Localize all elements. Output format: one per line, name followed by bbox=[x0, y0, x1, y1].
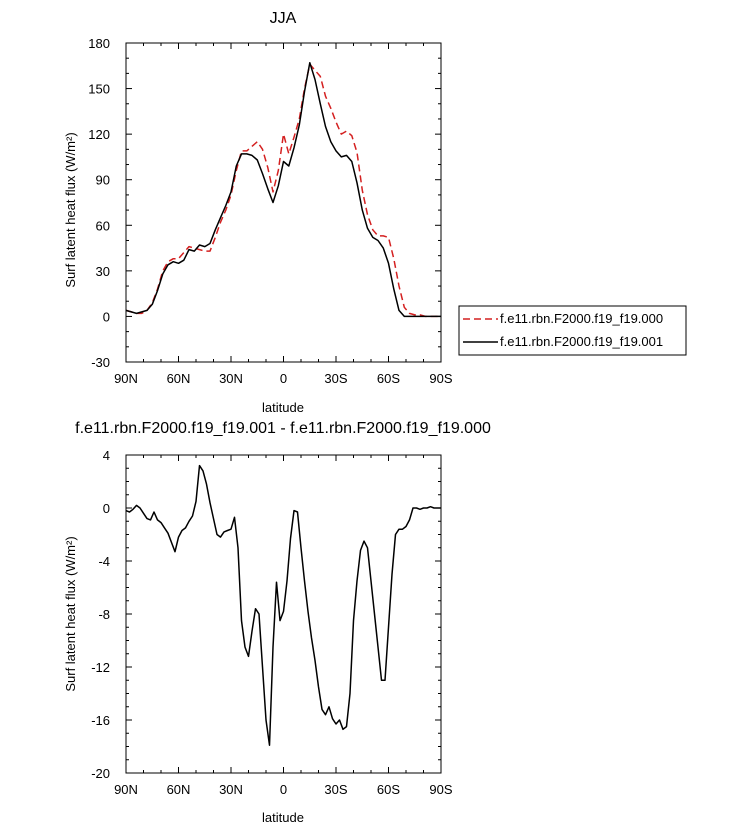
x-tick-label: 60N bbox=[167, 782, 191, 797]
x-tick-label: 90N bbox=[114, 782, 138, 797]
x-tick-label: 30S bbox=[324, 782, 347, 797]
y-tick-label: 150 bbox=[88, 82, 110, 97]
y-axis-label: Surf latent heat flux (W/m²) bbox=[63, 132, 78, 287]
y-tick-label: 4 bbox=[103, 448, 110, 463]
plot-area: 90N 60N 30N 0 30S 60S 90S -20 -16 -12 -8 -4 0 4 bbox=[91, 448, 453, 797]
chart-title: JJA bbox=[270, 10, 297, 27]
legend-label: f.e11.rbn.F2000.f19_f19.000 bbox=[500, 311, 663, 326]
x-axis-label: latitude bbox=[262, 400, 304, 415]
legend-entry: f.e11.rbn.F2000.f19_f19.000 bbox=[463, 311, 663, 326]
legend: f.e11.rbn.F2000.f19_f19.000 f.e11.rbn.F2… bbox=[458, 305, 687, 356]
x-tick-label: 60S bbox=[377, 782, 400, 797]
x-tick-label: 30N bbox=[219, 371, 243, 386]
y-tick-label: 30 bbox=[96, 264, 110, 279]
x-tick-label: 30N bbox=[219, 782, 243, 797]
y-tick-label: -20 bbox=[91, 766, 110, 781]
x-tick-label: 0 bbox=[280, 371, 287, 386]
y-tick-label: -30 bbox=[91, 355, 110, 370]
y-tick-label: -4 bbox=[98, 554, 110, 569]
y-tick-label: 0 bbox=[103, 309, 110, 324]
chart-title: f.e11.rbn.F2000.f19_f19.001 - f.e11.rbn.… bbox=[75, 420, 491, 437]
x-tick-label: 90N bbox=[114, 371, 138, 386]
y-tick-label: 0 bbox=[103, 501, 110, 516]
x-tick-label: 30S bbox=[324, 371, 347, 386]
y-tick-label: -12 bbox=[91, 660, 110, 675]
legend-box bbox=[458, 305, 687, 356]
plot-frame bbox=[125, 42, 442, 363]
y-tick-label: 120 bbox=[88, 127, 110, 142]
y-tick-label: -16 bbox=[91, 713, 110, 728]
y-tick-label: 90 bbox=[96, 173, 110, 188]
chart-jja: JJA 90N 60N 30N 0 30S 60S 90S -30 0 30 60 90 120 150 1… bbox=[63, 10, 687, 415]
x-tick-label: 60N bbox=[167, 371, 191, 386]
legend-label: f.e11.rbn.F2000.f19_f19.001 bbox=[500, 334, 663, 349]
y-axis-label: Surf latent heat flux (W/m²) bbox=[63, 536, 78, 691]
series-line bbox=[125, 63, 441, 318]
plot-frame bbox=[125, 454, 442, 774]
y-tick-label: 180 bbox=[88, 36, 110, 51]
y-tick-label: -8 bbox=[98, 607, 110, 622]
x-axis-label: latitude bbox=[262, 810, 304, 825]
chart-difference: f.e11.rbn.F2000.f19_f19.001 - f.e11.rbn.… bbox=[63, 420, 491, 825]
x-tick-label: 90S bbox=[429, 782, 452, 797]
plot-area: 90N 60N 30N 0 30S 60S 90S -30 0 30 60 90 120 150 180 bbox=[88, 36, 453, 386]
y-tick-label: 60 bbox=[96, 218, 110, 233]
series-line bbox=[125, 464, 441, 746]
series-line bbox=[125, 61, 441, 318]
x-tick-label: 60S bbox=[377, 371, 400, 386]
x-tick-label: 0 bbox=[280, 782, 287, 797]
legend-entry: f.e11.rbn.F2000.f19_f19.001 bbox=[463, 334, 663, 349]
x-tick-label: 90S bbox=[429, 371, 452, 386]
